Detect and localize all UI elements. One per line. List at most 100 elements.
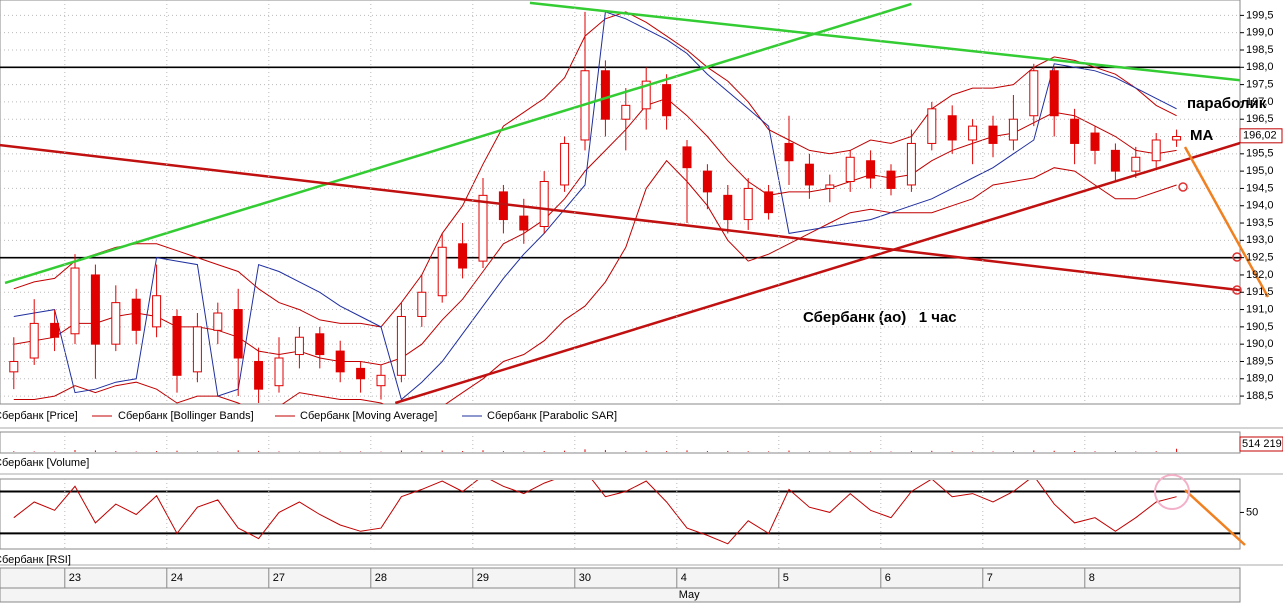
trend-line [394, 141, 1240, 404]
candle-body [1131, 156, 1141, 172]
candle-body [947, 115, 957, 141]
candle-body [906, 142, 916, 186]
annotation: параболик [1187, 95, 1267, 112]
candle-body [641, 80, 651, 110]
volume-bar [584, 449, 586, 452]
volume-bar [74, 450, 76, 452]
x-tick-label: 24 [171, 572, 183, 584]
legend-label: Сбербанк [Parabolic SAR] [487, 410, 617, 422]
candle-body [335, 350, 345, 373]
volume-bar [808, 451, 810, 452]
volume-bar [604, 450, 606, 452]
candle-body [845, 156, 855, 183]
candle-body [723, 194, 733, 221]
candle-body [662, 84, 672, 117]
arrow [1184, 489, 1246, 546]
volume-bar [910, 451, 912, 452]
y-tick-label: 199,5 [1246, 9, 1274, 21]
volume-bar [768, 451, 770, 452]
candle-body [886, 170, 896, 189]
y-tick-label: 196,5 [1246, 113, 1274, 125]
volume-bar [992, 451, 994, 452]
candle-body [560, 142, 570, 186]
candle-body [1172, 136, 1182, 141]
candle-body [764, 191, 774, 214]
trend-line [4, 2, 912, 285]
candle-body [437, 246, 447, 297]
y-tick-label: 190,5 [1246, 321, 1274, 333]
volume-bar [1053, 450, 1055, 452]
candle-body [825, 184, 835, 189]
x-tick-label: 23 [69, 572, 81, 584]
marker [1232, 285, 1242, 295]
volume-bar [1135, 451, 1137, 452]
volume-bar [706, 451, 708, 452]
candle-body [233, 309, 243, 359]
y-tick-label: 198,0 [1246, 61, 1274, 73]
candle-body [1070, 118, 1080, 144]
candle-body [866, 160, 876, 179]
volume-bar [1155, 451, 1157, 452]
volume-bar [972, 451, 974, 452]
volume-bar [686, 450, 688, 452]
volume-bar [278, 451, 280, 452]
bollinger-lower [13, 159, 1177, 404]
candle-body [29, 322, 39, 359]
volume-bar [237, 450, 239, 452]
marker [1232, 252, 1242, 262]
candle-body [478, 194, 488, 262]
volume-bar [13, 451, 15, 452]
volume-bar [829, 451, 831, 452]
candle-body [376, 374, 386, 387]
volume-bar [1074, 450, 1076, 452]
volume-bar [870, 451, 872, 452]
volume-bar [33, 451, 35, 452]
candle-body [988, 125, 998, 144]
candle-body [90, 274, 100, 345]
last-value-box [1239, 128, 1283, 144]
volume-bar [747, 451, 749, 452]
candle-body [111, 302, 121, 345]
date-axis [0, 567, 1241, 589]
candle-body [254, 360, 264, 390]
price-plot [0, 1, 1240, 404]
y-tick-label: 190,0 [1246, 338, 1274, 350]
rsi-line [13, 480, 1177, 545]
volume-bar [666, 451, 668, 452]
y-tick-label: 193,5 [1246, 217, 1274, 229]
volume-bar [951, 451, 953, 452]
candle-body [417, 291, 427, 317]
y-tick-label: 195,0 [1246, 165, 1274, 177]
legend-label: Сбербанк [Moving Average] [300, 410, 437, 422]
candle-body [9, 360, 19, 373]
last-volume-box [1239, 436, 1283, 452]
panel-label: Сбербанк [RSI] [0, 554, 71, 566]
annotation: MA [1190, 127, 1213, 144]
panel-label: Сбербанк [Volume] [0, 457, 89, 469]
candle-body [784, 142, 794, 162]
volume-bar [156, 450, 158, 452]
trend-line [0, 143, 1240, 292]
volume-bar [176, 450, 178, 452]
volume-bar [625, 451, 627, 452]
candle-body [172, 315, 182, 376]
y-tick-label: 193,0 [1246, 234, 1274, 246]
volume-bar [543, 450, 545, 452]
last-volume-label: 514 219 [1242, 438, 1282, 450]
candle-body [70, 267, 80, 335]
candle-body [927, 108, 937, 144]
volume-bar [441, 450, 443, 452]
y-tick-label: 194,0 [1246, 200, 1274, 212]
overlay: параболик MA Сбербанк (ао) 1 час [803, 95, 1270, 546]
volume-bar [523, 451, 525, 452]
candle-body [1008, 118, 1018, 141]
candle-body [702, 170, 712, 193]
y-tick-label: 188,5 [1246, 390, 1274, 402]
rsi-panel [0, 478, 1241, 550]
candle-body [498, 191, 508, 221]
candle-body [804, 163, 814, 186]
candle-body [968, 125, 978, 141]
volume-bar [502, 451, 504, 452]
